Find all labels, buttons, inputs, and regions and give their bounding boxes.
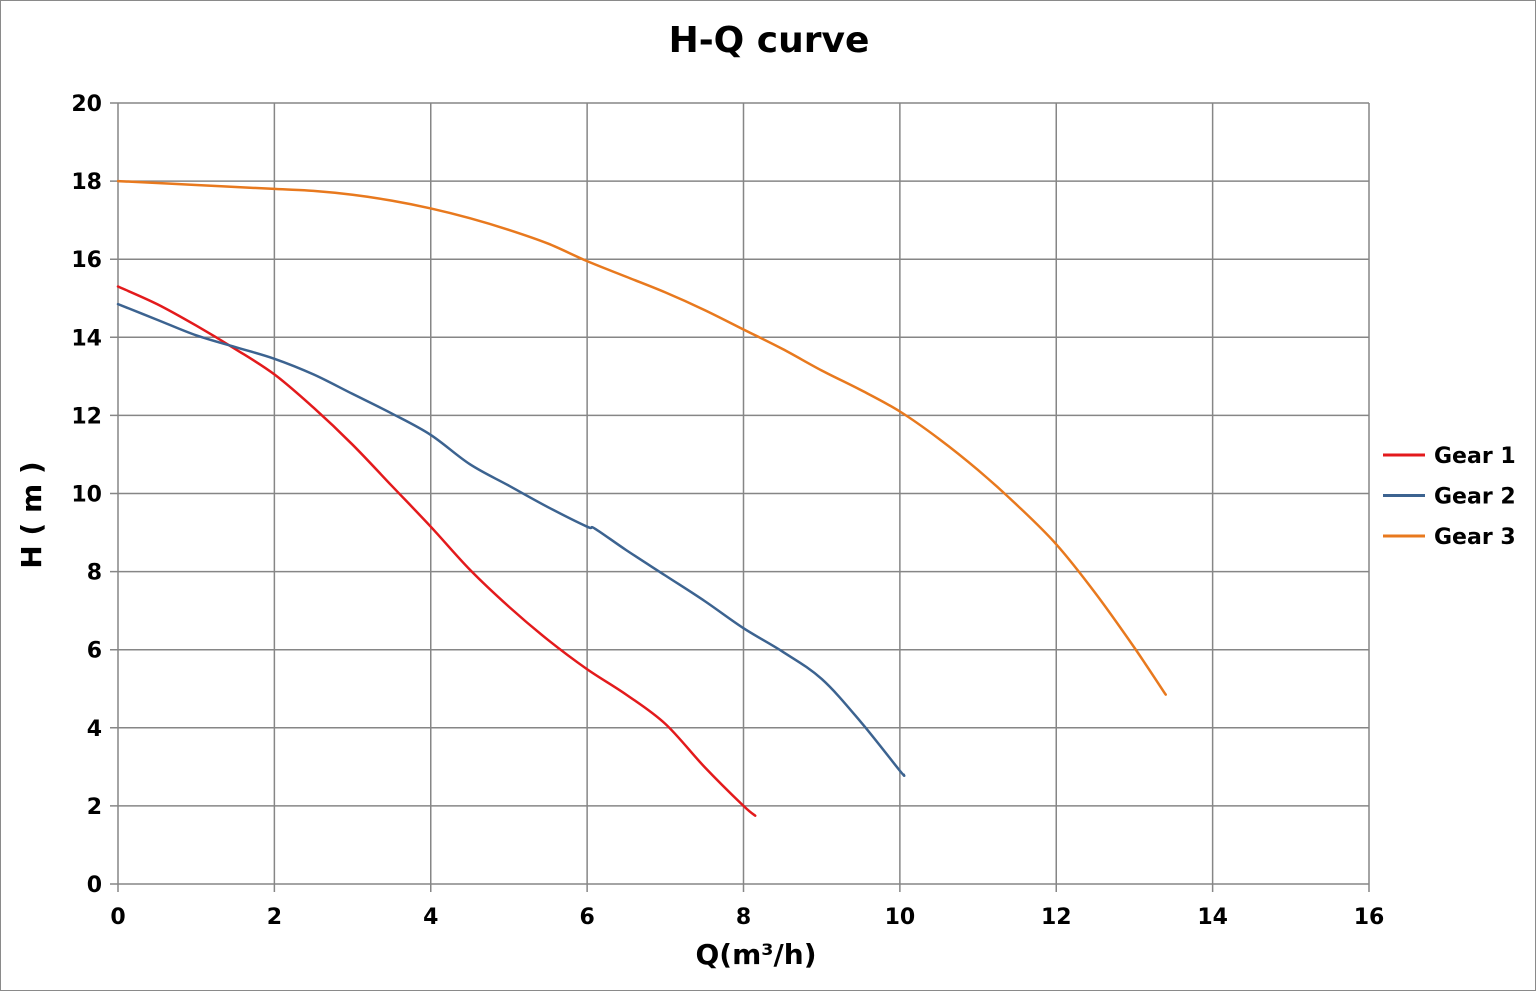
x-tick-label: 2: [267, 905, 282, 930]
x-tick-label: 6: [579, 905, 594, 930]
legend-label-gear-1: Gear 1: [1434, 444, 1516, 469]
y-axis-label: H ( m ): [15, 461, 48, 568]
legend-label-gear-3: Gear 3: [1434, 525, 1516, 550]
y-tick-label: 8: [87, 561, 102, 586]
y-tick-label: 0: [87, 873, 102, 898]
y-tick-label: 16: [71, 248, 102, 273]
x-tick-label: 0: [110, 905, 125, 930]
series-line-gear-1: [116, 285, 757, 817]
legend: Gear 1 Gear 2 Gear 3: [1383, 444, 1516, 550]
series-group: [116, 179, 1167, 817]
y-tick-label: 12: [71, 404, 102, 429]
x-tick-label: 12: [1041, 905, 1072, 930]
y-tick-label: 20: [71, 92, 102, 117]
series-line-gear-3: [116, 179, 1167, 696]
y-tick-label: 14: [71, 326, 102, 351]
y-tick-label: 4: [87, 717, 102, 742]
x-tick-label: 16: [1354, 905, 1385, 930]
y-tick-label: 10: [71, 483, 102, 508]
x-tick-label: 10: [885, 905, 916, 930]
x-axis-ticks: 0 2 4 6 8 10 12 14 16: [110, 905, 1384, 930]
grid: [110, 102, 1370, 892]
x-tick-label: 8: [736, 905, 751, 930]
y-axis-ticks: 0 2 4 6 8 10 12 14 16 18 20: [71, 92, 102, 898]
x-tick-label: 14: [1197, 905, 1228, 930]
y-tick-label: 2: [87, 795, 102, 820]
x-tick-label: 4: [423, 905, 438, 930]
y-tick-label: 6: [87, 639, 102, 664]
x-axis-label: Q(m³/h): [696, 938, 817, 971]
y-tick-label: 18: [71, 170, 102, 195]
series-line-gear-2: [116, 302, 906, 778]
chart-title: H-Q curve: [669, 20, 870, 61]
legend-label-gear-2: Gear 2: [1434, 485, 1516, 510]
